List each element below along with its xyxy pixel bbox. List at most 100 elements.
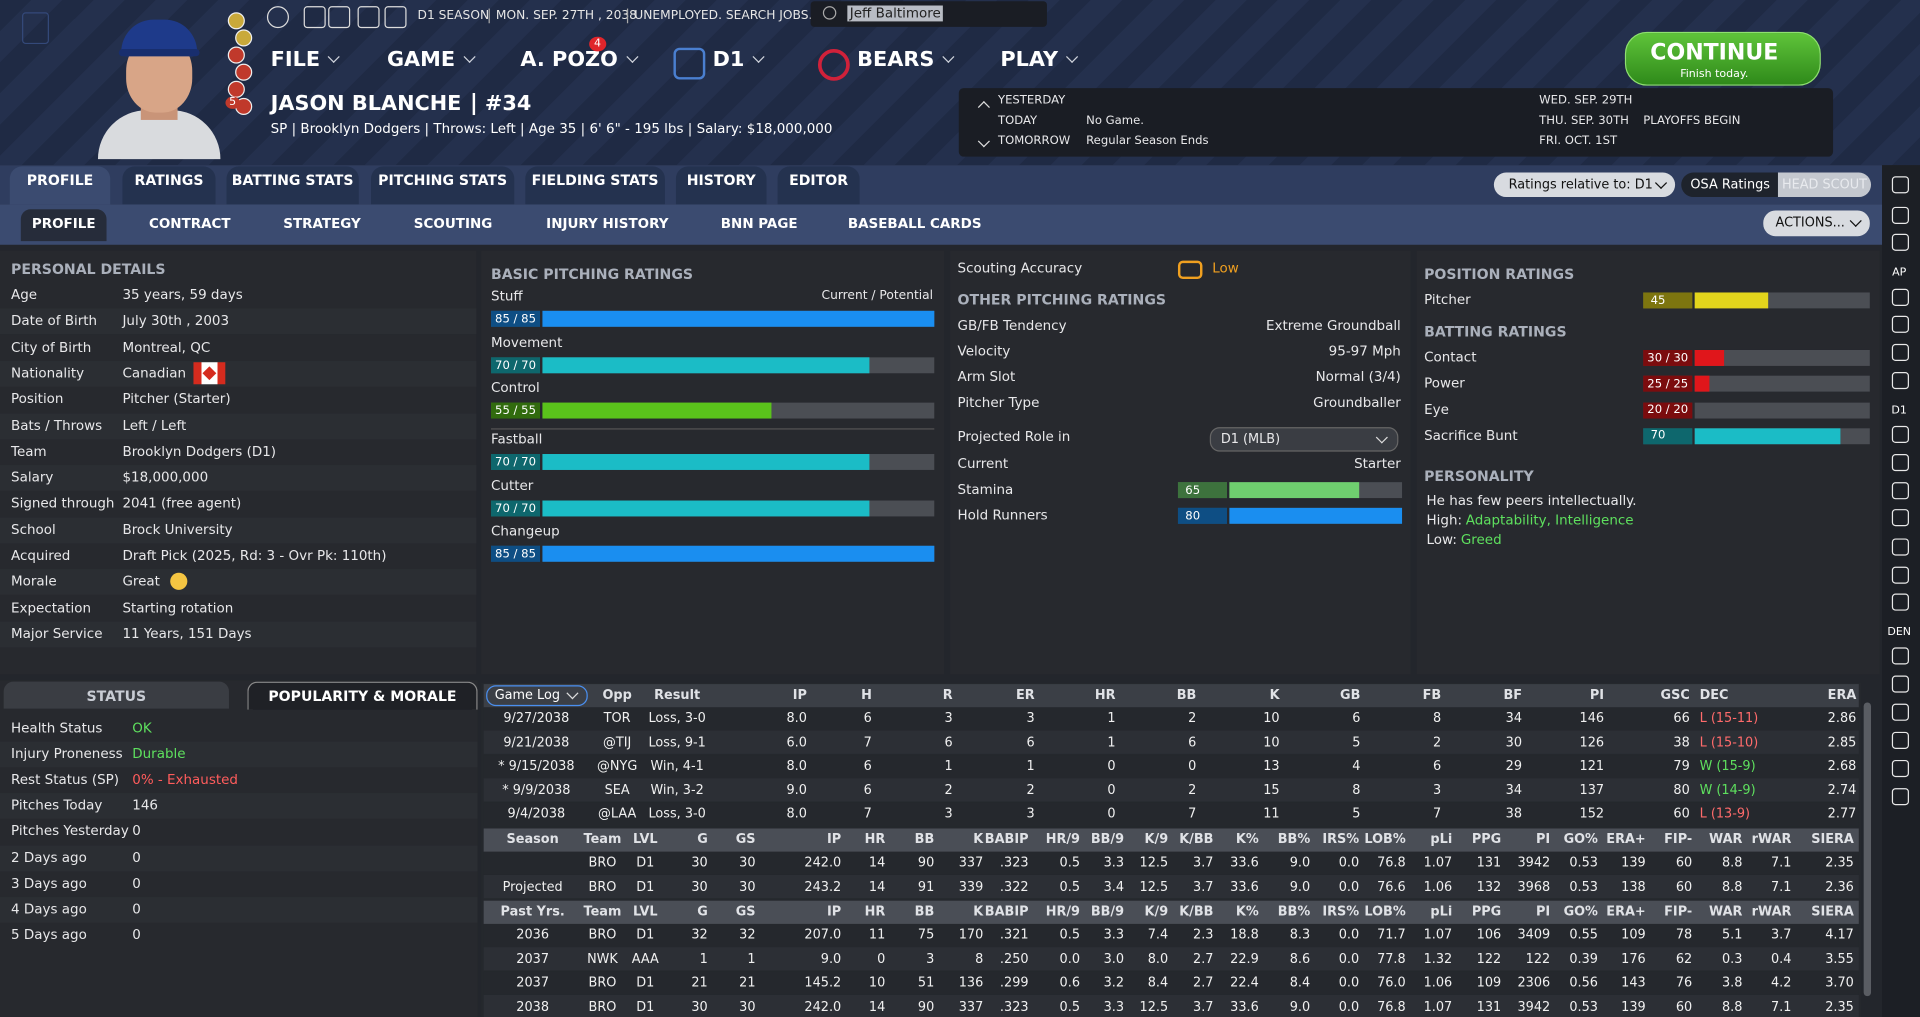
- nav-icon[interactable]: [328, 6, 351, 29]
- continue-sub[interactable]: Finish today.: [1680, 68, 1749, 81]
- tab[interactable]: RATINGS: [122, 166, 216, 205]
- sidebar-icon[interactable]: [1891, 703, 1909, 721]
- subtab-label[interactable]: PROFILE: [31, 215, 96, 232]
- tab[interactable]: HISTORY: [675, 166, 767, 205]
- nav-icon[interactable]: [266, 6, 289, 29]
- table-cell: 71.7: [1377, 927, 1406, 943]
- column-header: K: [973, 832, 984, 847]
- table-cell: 242.0: [804, 855, 842, 871]
- status-tab[interactable]: STATUS: [3, 681, 229, 709]
- tab-label[interactable]: HISTORY: [686, 171, 756, 189]
- table-cell: W (15-9): [1699, 758, 1756, 774]
- role-dropdown[interactable]: D1 (MLB): [1209, 427, 1399, 452]
- subtab-label[interactable]: SCOUTING: [413, 215, 493, 232]
- tab-label[interactable]: EDITOR: [789, 171, 849, 189]
- osa-toggle[interactable]: OSA Ratings: [1681, 172, 1778, 198]
- menu-item[interactable]: GAME: [386, 47, 456, 73]
- sidebar-icon[interactable]: [1891, 206, 1909, 224]
- sidebar-icon[interactable]: [1891, 233, 1909, 251]
- table-row: [483, 971, 1859, 995]
- tab-label[interactable]: PITCHING STATS: [378, 171, 508, 189]
- tab-label[interactable]: RATINGS: [134, 171, 204, 189]
- nav-icon[interactable]: [384, 6, 407, 29]
- toggle-label[interactable]: OSA Ratings: [1690, 177, 1770, 193]
- button-label[interactable]: ACTIONS...: [1775, 215, 1845, 231]
- sidebar-icon[interactable]: [1891, 647, 1909, 665]
- chevron-icon: [1375, 431, 1388, 444]
- player-name: JASON BLANCHE: [270, 91, 462, 117]
- sidebar-icon[interactable]: [1891, 593, 1909, 611]
- search-box[interactable]: Jeff Baltimore: [810, 1, 1047, 27]
- toggle-label[interactable]: HEAD SCOUT: [1781, 177, 1868, 193]
- detail-value: Great: [122, 573, 160, 590]
- tab[interactable]: EDITOR: [777, 166, 860, 205]
- actions-button[interactable]: ACTIONS...: [1763, 210, 1870, 237]
- tab[interactable]: PROFILE: [9, 166, 111, 205]
- sidebar-icon[interactable]: [1891, 425, 1909, 444]
- table-cell: 30: [1505, 734, 1523, 750]
- sidebar-icon[interactable]: [1891, 566, 1909, 584]
- detail-value: 35 years, 59 days: [122, 286, 243, 303]
- table-cell: 80: [1673, 782, 1690, 798]
- dropdown-label[interactable]: Ratings relative to: D1: [1508, 177, 1653, 193]
- sidebar-icon[interactable]: [1891, 538, 1909, 556]
- dropdown-label[interactable]: Game Log: [494, 687, 561, 703]
- menu-item[interactable]: FILE: [270, 47, 321, 73]
- sidebar-icon[interactable]: [1891, 482, 1909, 500]
- tab-label[interactable]: FIELDING STATS: [531, 171, 659, 189]
- rating-name: Stamina: [957, 481, 1014, 498]
- sidebar-icon[interactable]: [1891, 372, 1909, 390]
- subtab-label[interactable]: CONTRACT: [148, 215, 231, 232]
- tab-label[interactable]: BATTING STATS: [231, 171, 354, 189]
- ratings-relative[interactable]: Ratings relative to: D1: [1493, 172, 1676, 198]
- detail-value: Normal (3/4): [1315, 368, 1401, 385]
- sidebar-icon[interactable]: [1891, 315, 1909, 333]
- subtab-label[interactable]: BASEBALL CARDS: [847, 215, 982, 232]
- rating-box: 70 / 70: [491, 454, 541, 470]
- table-cell: 126: [1579, 734, 1605, 750]
- continue-button[interactable]: CONTINUE Finish today.: [1624, 31, 1821, 86]
- table-cell: Projected: [502, 879, 563, 894]
- table-cell: BRO: [588, 975, 617, 991]
- menu-item[interactable]: PLAY: [1000, 47, 1059, 73]
- continue-label[interactable]: CONTINUE: [1650, 39, 1779, 66]
- sidebar-icon[interactable]: [1891, 731, 1909, 749]
- schedule-day: TODAY: [997, 114, 1038, 128]
- nav-icon[interactable]: [303, 6, 326, 29]
- dropdown-label[interactable]: D1 (MLB): [1220, 431, 1281, 447]
- sidebar-icon[interactable]: [1891, 788, 1909, 806]
- tab[interactable]: PITCHING STATS: [371, 166, 515, 205]
- menu-item[interactable]: BEARS: [857, 47, 935, 73]
- log-dropdown[interactable]: Game Log: [486, 685, 588, 707]
- sidebar: [1882, 165, 1920, 1017]
- column-header: SIERA: [1811, 832, 1854, 847]
- table-cell: 3.4: [1103, 879, 1125, 894]
- table-cell: 0.0: [1059, 951, 1081, 967]
- subtab-label[interactable]: STRATEGY: [283, 215, 361, 232]
- sidebar-icon[interactable]: [1891, 288, 1909, 306]
- menu-item[interactable]: D1: [712, 47, 745, 73]
- sidebar-icon[interactable]: [1891, 675, 1909, 693]
- scout-toggle[interactable]: HEAD SCOUT: [1777, 172, 1872, 198]
- subtab-label[interactable]: INJURY HISTORY: [546, 215, 669, 232]
- tab[interactable]: BATTING STATS: [226, 166, 359, 205]
- menu-item[interactable]: A. POZO: [520, 47, 618, 73]
- table-cell: 1: [944, 758, 953, 774]
- nav-icon[interactable]: [357, 6, 380, 29]
- tab-label[interactable]: POPULARITY & MORALE: [268, 687, 457, 705]
- subtab-label[interactable]: BNN PAGE: [720, 215, 798, 232]
- sidebar-icon[interactable]: [1891, 509, 1909, 527]
- sidebar-icon[interactable]: [1891, 343, 1909, 362]
- table-cell: 136: [958, 975, 984, 991]
- star-icon: [235, 29, 253, 47]
- tab-label[interactable]: STATUS: [86, 687, 147, 705]
- status-tab[interactable]: POPULARITY & MORALE: [247, 681, 478, 710]
- sidebar-icon[interactable]: [1891, 759, 1909, 778]
- search-input[interactable]: Jeff Baltimore: [847, 5, 944, 22]
- tab[interactable]: FIELDING STATS: [525, 166, 665, 205]
- sidebar-icon[interactable]: [1891, 176, 1909, 194]
- sidebar-icon[interactable]: [1891, 454, 1909, 472]
- bar-fill: [542, 500, 869, 517]
- tab-label[interactable]: PROFILE: [26, 171, 94, 189]
- table-cell: 8.0: [786, 806, 807, 822]
